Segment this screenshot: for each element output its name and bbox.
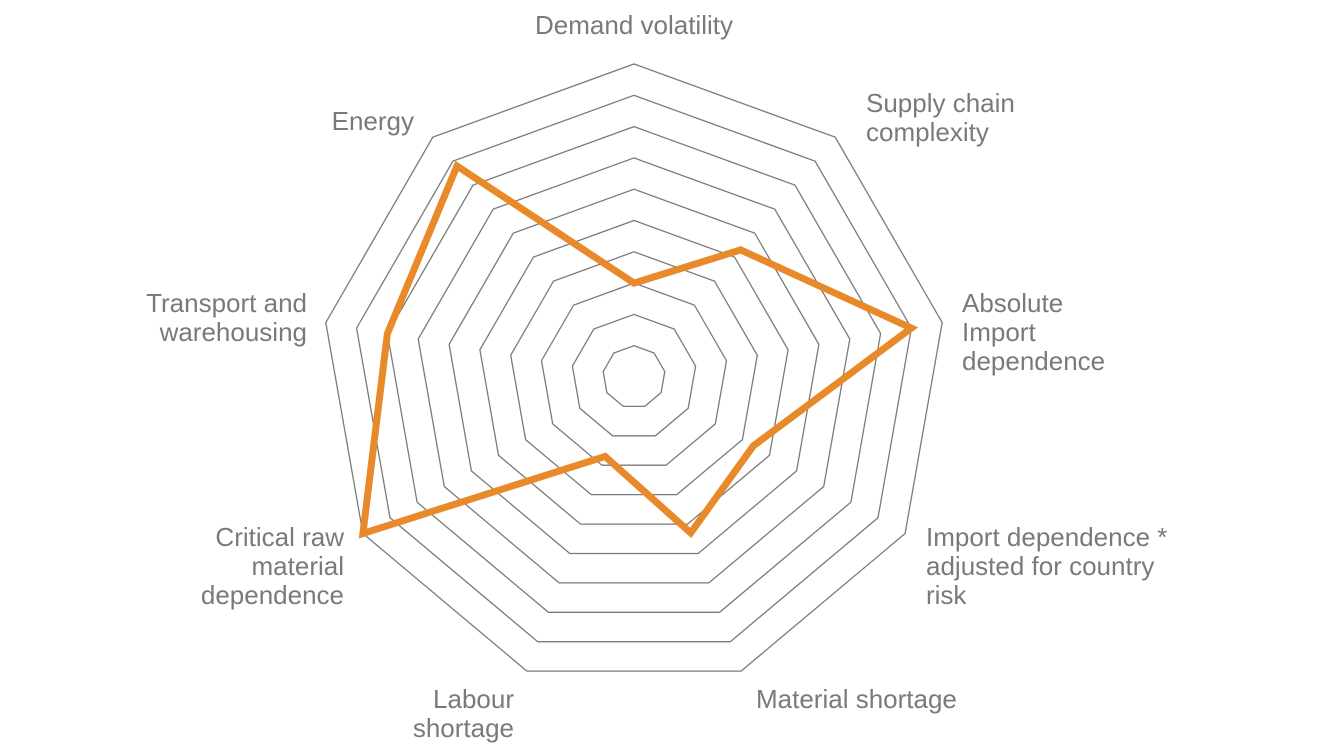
- axis-label-line: Demand volatility: [535, 10, 733, 40]
- radar-series: [358, 160, 919, 539]
- axis-label-line: dependence: [962, 346, 1105, 376]
- axis-label-line: Labour: [433, 684, 514, 714]
- axis-label-line: Import: [962, 317, 1036, 347]
- axis-label-7: Transport and warehousing: [146, 288, 307, 347]
- axis-label-3: Import dependence * adjusted for country r…: [926, 522, 1167, 610]
- axis-label-line: Supply chain: [866, 88, 1015, 118]
- grid-ring-8: [386, 125, 882, 613]
- axis-label-line: complexity: [866, 117, 989, 147]
- grid-ring-2: [571, 313, 697, 437]
- grid-ring-7: [417, 157, 851, 584]
- grid-ring-3: [540, 282, 728, 466]
- axis-label-line: warehousing: [159, 317, 307, 347]
- axis-label-2: Absolute Import dependence: [962, 288, 1105, 376]
- axis-label-line: risk: [926, 580, 967, 610]
- axis-label-8: Energy: [332, 106, 414, 136]
- grid-ring-5: [479, 219, 789, 525]
- grid-ring-10: [325, 63, 943, 672]
- grid-ring-9: [355, 94, 913, 643]
- axis-label-line: material: [252, 551, 344, 581]
- axis-label-line: Import dependence *: [926, 522, 1167, 552]
- axis-label-line: shortage: [413, 713, 514, 743]
- axis-label-6: Critical raw material dependence: [201, 522, 344, 610]
- axis-label-line: dependence: [201, 580, 344, 610]
- axis-labels: Demand volatility Supply chain complexity A…: [146, 10, 1167, 743]
- series-line-0: [358, 160, 919, 539]
- axis-label-line: Critical raw: [215, 522, 344, 552]
- axis-label-5: Labour shortage: [413, 684, 515, 743]
- radar-grid: [325, 63, 943, 672]
- axis-label-4: Material shortage: [756, 684, 957, 714]
- grid-ring-6: [448, 188, 820, 555]
- grid-ring-4: [510, 251, 758, 496]
- axis-label-line: Material shortage: [756, 684, 957, 714]
- grid-ring-1: [602, 345, 666, 408]
- axis-label-line: Transport and: [146, 288, 307, 318]
- axis-label-line: Absolute: [962, 288, 1063, 318]
- axis-label-line: Energy: [332, 106, 414, 136]
- axis-label-line: adjusted for country: [926, 551, 1154, 581]
- axis-label-0: Demand volatility: [535, 10, 733, 40]
- axis-label-1: Supply chain complexity: [866, 88, 1015, 147]
